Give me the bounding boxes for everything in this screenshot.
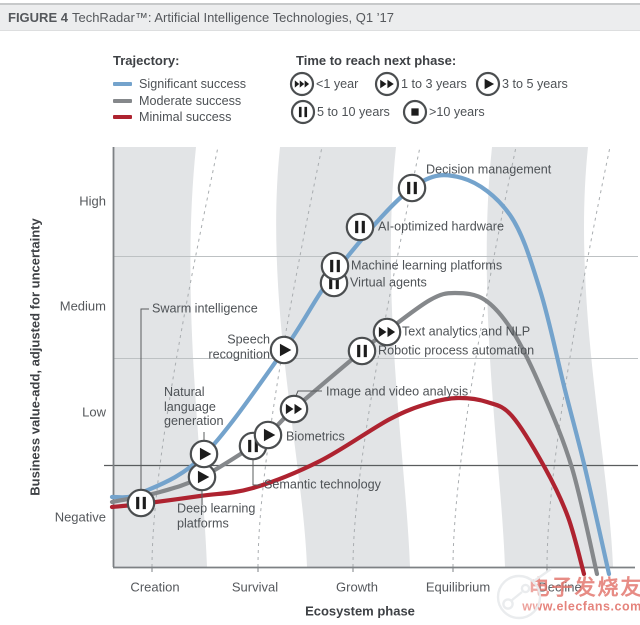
legend-fast3-icon [289,71,315,97]
legend-pause-icon [290,99,316,125]
watermark-url: www.elecfans.com [522,599,640,614]
label-decision-management: Decision management [426,162,552,177]
leader-line-semantic-technology [252,460,261,486]
marker-speech-recognition-play-icon [269,335,299,365]
top-divider [0,3,640,5]
marker-swarm-intelligence-pause-icon [126,488,156,518]
curve-minimal-success [109,395,587,577]
time-legend-label-gt-10-years: >10 years [429,105,485,119]
legend-item-minimal-success: Minimal success [113,109,246,125]
label-virtual-agents: Virtual agents [350,275,427,290]
label-swarm-intelligence: Swarm intelligence [152,301,258,316]
y-axis-title: Business value-add, adjusted for uncerta… [27,218,43,496]
label-natural-language-generation: Natural language generation [164,385,224,429]
phase-band-1 [276,147,410,567]
time-legend-label-3-to-5-years: 3 to 5 years [502,77,568,91]
phase-divider-line-4 [546,146,611,568]
legend-item-label: Moderate success [139,93,242,108]
label-biometrics: Biometrics [286,429,345,444]
marker-biometrics-play-icon [253,420,283,450]
leader-line-swarm-intelligence [140,308,149,489]
time-legend-title: Time to reach next phase: [296,53,457,68]
marker-ai-optimized-hardware-pause-icon [345,212,375,242]
time-legend-label-lt-1-year: <1 year [316,77,359,91]
label-ai-optimized-hardware: AI-optimized hardware [378,219,504,234]
legend-item-moderate-success: Moderate success [113,92,246,108]
marker-machine-learning-platforms-pause-icon [320,251,350,281]
y-label-negative: Negative [54,509,106,525]
x-label-survival: Survival [231,579,279,595]
legend-item-significant-success: Significant success [113,76,246,92]
label-deep-learning-platforms: Deep learning platforms [177,501,256,530]
trajectory-legend: Significant success Moderate success Min… [113,76,246,125]
y-label-medium: Medium [59,298,106,314]
label-machine-learning-platforms: Machine learning platforms [351,258,503,273]
y-label-low: Low [82,404,106,420]
trajectory-legend-title: Trajectory: [113,53,180,68]
x-axis-title: Ecosystem phase [305,603,415,619]
phase-divider-line-0 [151,146,219,568]
significant-success-line-swatch [113,82,132,87]
label-text-analytics-and-nlp: Text analytics and NLP [402,324,531,339]
marker-image-and-video-analysis-fast2-icon [279,394,309,424]
marker-natural-language-generation-play-icon [189,439,219,469]
label-image-and-video-analysis: Image and video analysis [326,384,469,399]
time-legend-label-1-to-3-years: 1 to 3 years [401,77,467,91]
legend-stop-icon [402,99,428,125]
legend-item-label: Significant success [139,77,247,92]
x-label-decline: Decline [538,579,582,595]
legend-item-label: Minimal success [139,109,232,124]
label-speech-recognition: Speech recognition [208,332,270,361]
moderate-success-line-swatch [113,98,132,103]
phase-band-0 [113,147,207,567]
legend-play-icon [475,71,501,97]
figure-label: FIGURE 4 [8,10,68,25]
legend-fast2-icon [374,71,400,97]
time-legend-label-5-to-10-years: 5 to 10 years [317,105,390,119]
x-label-growth: Growth [336,579,378,595]
watermark-brand: 电子发烧友 [528,576,640,600]
marker-text-analytics-and-nlp-fast2-icon [372,317,402,347]
minimal-success-line-swatch [113,114,132,119]
label-semantic-technology: Semantic technology [264,477,381,492]
marker-decision-management-pause-icon [397,173,427,203]
figure-header: FIGURE 4 TechRadar™: Artificial Intellig… [0,5,640,31]
y-label-high: High [79,193,106,209]
phase-divider-line-2 [352,146,421,568]
phase-divider-line-1 [257,146,323,568]
marker-robotic-process-automation-pause-icon [347,336,377,366]
figure-title: TechRadar™: Artificial Intelligence Tech… [71,10,395,25]
x-label-creation: Creation [130,579,180,595]
x-label-equilibrium: Equilibrium [425,579,491,595]
label-robotic-process-automation: Robotic process automation [378,343,535,358]
